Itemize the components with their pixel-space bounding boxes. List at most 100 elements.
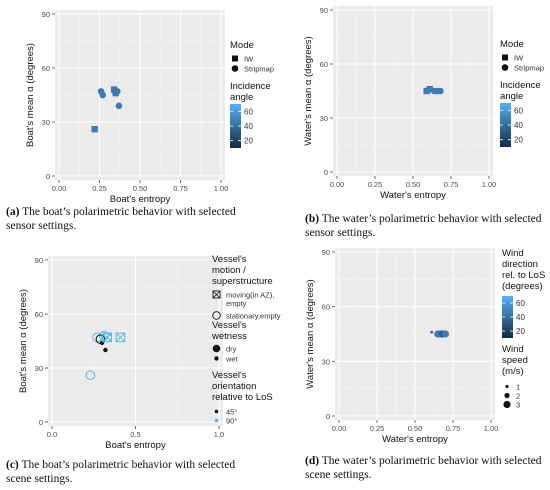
legend-label: empty [226, 299, 247, 308]
y-tick-label: 30 [42, 118, 50, 127]
y-axis-title: Water's mean α (degrees) [303, 36, 314, 145]
data-point-iw-1 [426, 86, 433, 93]
legend-title: (m/s) [502, 366, 524, 377]
data-point-iw-3 [110, 86, 118, 93]
legend-label: 2 [516, 392, 520, 401]
legend-title: superstructure [212, 276, 273, 287]
colorbar [230, 104, 241, 148]
x-tick-label: 1.0 [214, 430, 224, 439]
colorbar [500, 103, 511, 147]
y-axis-title: Water's mean α (degrees) [305, 279, 316, 388]
x-tick-label: 1.00 [214, 184, 229, 193]
y-tick-label: 60 [322, 303, 330, 312]
legend-key-square [502, 54, 508, 61]
x-tick-label: 0.0 [47, 430, 57, 439]
legend-key-wetness [212, 344, 221, 353]
legend-label: Stripmap [244, 65, 274, 74]
y-tick-label: 0 [324, 168, 328, 177]
colorbar-tick-label: 20 [516, 327, 525, 336]
colorbar-tick-label: 20 [244, 137, 253, 146]
legend-title: (degrees) [502, 281, 543, 292]
y-tick-label: 0 [39, 418, 43, 427]
data-point-0 [430, 330, 434, 334]
y-axis-title: Boat's mean α (degrees) [18, 289, 29, 393]
legend-key-size [504, 392, 510, 399]
legend-title: direction [502, 259, 538, 270]
x-tick-label: 0.50 [133, 184, 148, 193]
data-point-stripmap-4 [437, 87, 444, 95]
legend-label: IW [514, 54, 524, 63]
legend-title: relative to LoS [212, 392, 273, 403]
x-tick-label: 0.25 [370, 424, 385, 433]
legend-label: Stripmap [514, 64, 544, 73]
legend-label: 3 [516, 401, 520, 410]
legend-title: orientation [212, 381, 256, 392]
legend-title: Mode [500, 39, 524, 50]
y-tick-label: 60 [320, 60, 328, 69]
legend-key-size [505, 384, 509, 389]
legend-title: Incidence [500, 80, 541, 91]
data-point-4 [441, 330, 449, 338]
x-tick-label: 0.25 [92, 184, 107, 193]
x-tick-label: 0.00 [332, 424, 347, 433]
colorbar-tick-label: 60 [514, 106, 523, 115]
legend-key-size [503, 400, 511, 409]
x-tick-label: 1.00 [484, 424, 499, 433]
legend-title: angle [500, 91, 523, 102]
colorbar-tick-label: 40 [516, 313, 525, 322]
colorbar-tick-label: 20 [514, 136, 523, 145]
legend-key-cross [212, 290, 221, 299]
x-tick-label: 0.00 [52, 184, 67, 193]
legend-label: moving(in AZ), [226, 291, 274, 300]
x-axis-title: Boat's entropy [110, 194, 171, 205]
legend-title: wetness [211, 331, 247, 342]
data-point-moving-8 [115, 332, 126, 343]
legend-label: stationary,empty [226, 312, 281, 321]
y-axis-title: Boat's mean α (degrees) [25, 43, 36, 147]
data-point-stripmap-5 [114, 88, 121, 95]
x-tick-label: 1.00 [482, 180, 497, 189]
colorbar-tick-label: 60 [516, 299, 525, 308]
x-tick-label: 0.25 [368, 180, 383, 189]
x-tick-label: 0.50 [406, 180, 421, 189]
data-point-moving-cross [102, 332, 112, 343]
legend-title: Incidence [230, 81, 271, 92]
x-axis-title: Boat's entropy [105, 440, 166, 451]
legend-key-orientation [214, 418, 219, 423]
x-tick-label: 0.50 [408, 424, 423, 433]
y-tick-label: 90 [322, 248, 330, 257]
chart-panel-0: 0.00 0.25 0.50 0.75 1.00 0 30 60 90 Boat's entrop… [25, 10, 274, 205]
chart-panel-1: 0.00 0.25 0.50 0.75 1.00 0 30 60 90 Water's entro… [303, 6, 544, 201]
x-axis-title: Water's entropy [382, 434, 448, 445]
legend-label: 90° [226, 417, 237, 426]
data-point-stripmap-2 [99, 91, 107, 99]
legend-title: Wind [502, 248, 524, 259]
legend-key-wetness [214, 356, 219, 361]
legend-label: IW [244, 55, 254, 64]
x-axis-title: Water's entropy [380, 190, 446, 201]
legend-title: Vessel's [212, 254, 247, 265]
x-tick-label: 0.75 [173, 184, 188, 193]
data-point-wet-6 [103, 347, 108, 353]
caption-a: (a) The boat’s polarimetric behavior wit… [6, 206, 236, 232]
legend-title: Vessel's [212, 370, 247, 381]
caption-b: (b) The water’s polarimetric behavior wi… [305, 213, 542, 239]
legend-key-square [232, 55, 238, 62]
legend-title: Vessel's [212, 320, 247, 331]
y-tick-label: 60 [35, 310, 43, 319]
y-tick-label: 60 [42, 64, 50, 73]
y-tick-label: 30 [35, 364, 43, 373]
legend-label: 1 [516, 383, 520, 392]
y-tick-label: 0 [46, 172, 50, 181]
y-tick-label: 90 [320, 6, 328, 15]
colorbar-tick-label: 60 [244, 107, 253, 116]
colorbar [502, 296, 513, 338]
x-tick-label: 0.5 [130, 430, 140, 439]
y-tick-label: 30 [320, 114, 328, 123]
data-point-moving-cross [115, 332, 126, 343]
data-point-moving-7 [102, 332, 112, 343]
y-tick-label: 30 [322, 357, 330, 366]
